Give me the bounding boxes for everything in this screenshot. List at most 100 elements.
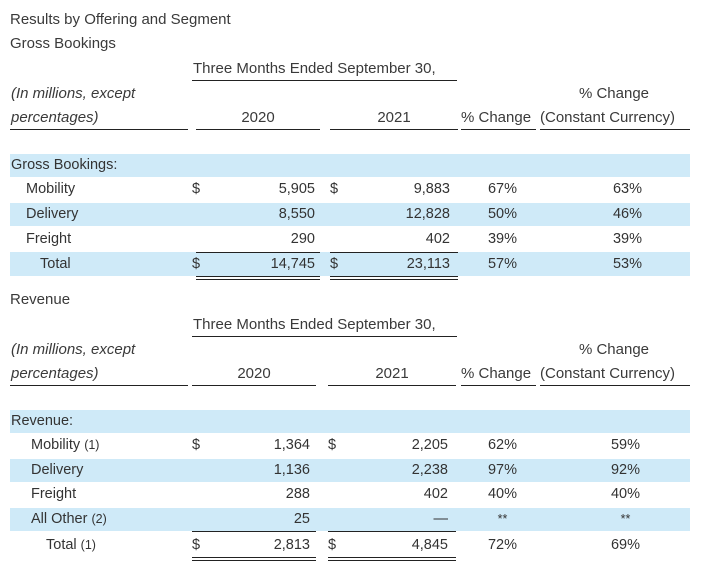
revenue-col-cc-line2: (Constant Currency) — [540, 365, 676, 382]
gross-period-underline — [192, 80, 457, 81]
gross-cc-header-line1: % Change — [578, 85, 650, 102]
revenue-2020-subtotal-line — [192, 531, 316, 532]
revenue-total-label: Total (1) — [46, 537, 96, 553]
revenue-units-line1: (In millions, except — [11, 341, 136, 358]
revenue-row-label-text: Mobility — [31, 437, 81, 453]
revenue-total-cc: 69% — [610, 537, 641, 553]
revenue-col-2021: 2021 — [375, 365, 409, 382]
gross-2021-double-line — [330, 276, 458, 277]
revenue-row-2020: 1,364 — [273, 437, 310, 453]
revenue-period-header: Three Months Ended September 30, — [193, 316, 436, 333]
gross-row-currency: $ — [330, 181, 339, 197]
revenue-group-row-shade — [10, 410, 690, 433]
gross-units-line1: (In millions, except — [11, 85, 136, 102]
revenue-2021-subtotal-line — [328, 531, 456, 532]
revenue-total-label-text: Total — [46, 537, 77, 553]
gross-row-label: Mobility — [26, 181, 76, 197]
revenue-2021-underline — [328, 385, 456, 386]
gross-units-line2: percentages) — [11, 109, 99, 126]
gross-row-2020: 5,905 — [278, 181, 315, 197]
gross-col-2020: 2020 — [241, 109, 275, 126]
revenue-row-cc: 40% — [610, 486, 641, 502]
revenue-row-label: Freight — [31, 486, 77, 502]
gross-row-cc: 63% — [612, 181, 643, 197]
revenue-row-pct: ** — [497, 512, 508, 526]
gross-2020-double-line — [196, 276, 320, 277]
gross-2021-subtotal-line — [330, 252, 458, 253]
gross-row-pct: 67% — [487, 181, 518, 197]
gross-total-row-shade — [10, 252, 690, 276]
revenue-section-title: Revenue — [10, 291, 71, 308]
revenue-2020-double-line — [192, 560, 316, 561]
gross-col-2021: 2021 — [377, 109, 411, 126]
revenue-row-label-text: All Other — [31, 511, 88, 527]
gross-bookings-section-title: Gross Bookings — [10, 35, 116, 52]
gross-row-cc: 46% — [612, 206, 643, 222]
gross-total-currency: $ — [192, 256, 201, 272]
revenue-row-2020: 288 — [285, 486, 310, 502]
gross-cc-underline — [540, 129, 690, 130]
gross-group-row-shade — [10, 154, 690, 177]
gross-row-cc: 39% — [612, 231, 643, 247]
revenue-row-label: Mobility (1) — [31, 437, 99, 453]
footnote-ref: (2) — [91, 512, 107, 526]
page-title: Results by Offering and Segment — [10, 11, 231, 28]
revenue-row-currency: $ — [328, 437, 337, 453]
revenue-period-underline — [192, 336, 457, 337]
revenue-pct-underline — [461, 385, 536, 386]
gross-col-pct-change: % Change — [461, 109, 532, 126]
gross-group-label: Gross Bookings: — [11, 157, 118, 173]
gross-total-2021: 23,113 — [406, 256, 450, 272]
revenue-row-2021: 2,205 — [411, 437, 448, 453]
gross-row-2021: 402 — [425, 231, 450, 247]
revenue-units-underline — [10, 385, 188, 386]
revenue-row-pct: 40% — [487, 486, 518, 502]
revenue-total-currency: $ — [328, 537, 337, 553]
gross-row-label: Freight — [26, 231, 72, 247]
gross-2020-double-line — [196, 279, 320, 280]
revenue-total-pct: 72% — [487, 537, 518, 553]
revenue-cc-underline — [540, 385, 690, 386]
revenue-row-2021: 2,238 — [411, 462, 448, 478]
revenue-2021-double-line — [328, 557, 456, 558]
gross-period-header: Three Months Ended September 30, — [193, 60, 436, 77]
revenue-row-cc: 92% — [610, 462, 641, 478]
gross-col-cc-line2: (Constant Currency) — [540, 109, 676, 126]
gross-total-2020: 14,745 — [270, 256, 315, 272]
gross-total-currency: $ — [330, 256, 339, 272]
revenue-col-2020: 2020 — [237, 365, 271, 382]
gross-delivery-row-shade — [10, 203, 690, 226]
revenue-delivery-row-shade — [10, 459, 690, 482]
gross-row-2020: 290 — [290, 231, 315, 247]
gross-row-pct: 39% — [487, 231, 518, 247]
revenue-row-cc: ** — [620, 512, 631, 526]
revenue-row-label: Delivery — [31, 462, 84, 478]
revenue-row-label: All Other (2) — [31, 511, 107, 527]
revenue-2020-underline — [192, 385, 316, 386]
gross-units-underline — [10, 129, 188, 130]
gross-2021-double-line — [330, 279, 458, 280]
revenue-row-2020: 1,136 — [273, 462, 310, 478]
revenue-row-2021: — — [433, 511, 449, 527]
revenue-allother-row-shade — [10, 508, 690, 531]
revenue-total-2021: 4,845 — [411, 537, 448, 553]
revenue-row-currency: $ — [192, 437, 201, 453]
gross-row-2021: 12,828 — [405, 206, 450, 222]
revenue-row-2021: 402 — [423, 486, 448, 502]
revenue-col-pct-change: % Change — [461, 365, 532, 382]
revenue-2021-double-line — [328, 560, 456, 561]
gross-2020-underline — [196, 129, 320, 130]
revenue-total-currency: $ — [192, 537, 201, 553]
gross-row-label: Delivery — [26, 206, 79, 222]
revenue-cc-header-line1: % Change — [578, 341, 650, 358]
revenue-row-pct: 97% — [487, 462, 518, 478]
revenue-units-line2: percentages) — [11, 365, 99, 382]
revenue-row-2020: 25 — [293, 511, 310, 527]
revenue-2020-double-line — [192, 557, 316, 558]
gross-total-pct: 57% — [487, 256, 518, 272]
revenue-row-cc: 59% — [610, 437, 641, 453]
gross-2021-underline — [330, 129, 458, 130]
gross-pct-underline — [461, 129, 536, 130]
revenue-total-2020: 2,813 — [273, 537, 310, 553]
gross-total-cc: 53% — [612, 256, 643, 272]
